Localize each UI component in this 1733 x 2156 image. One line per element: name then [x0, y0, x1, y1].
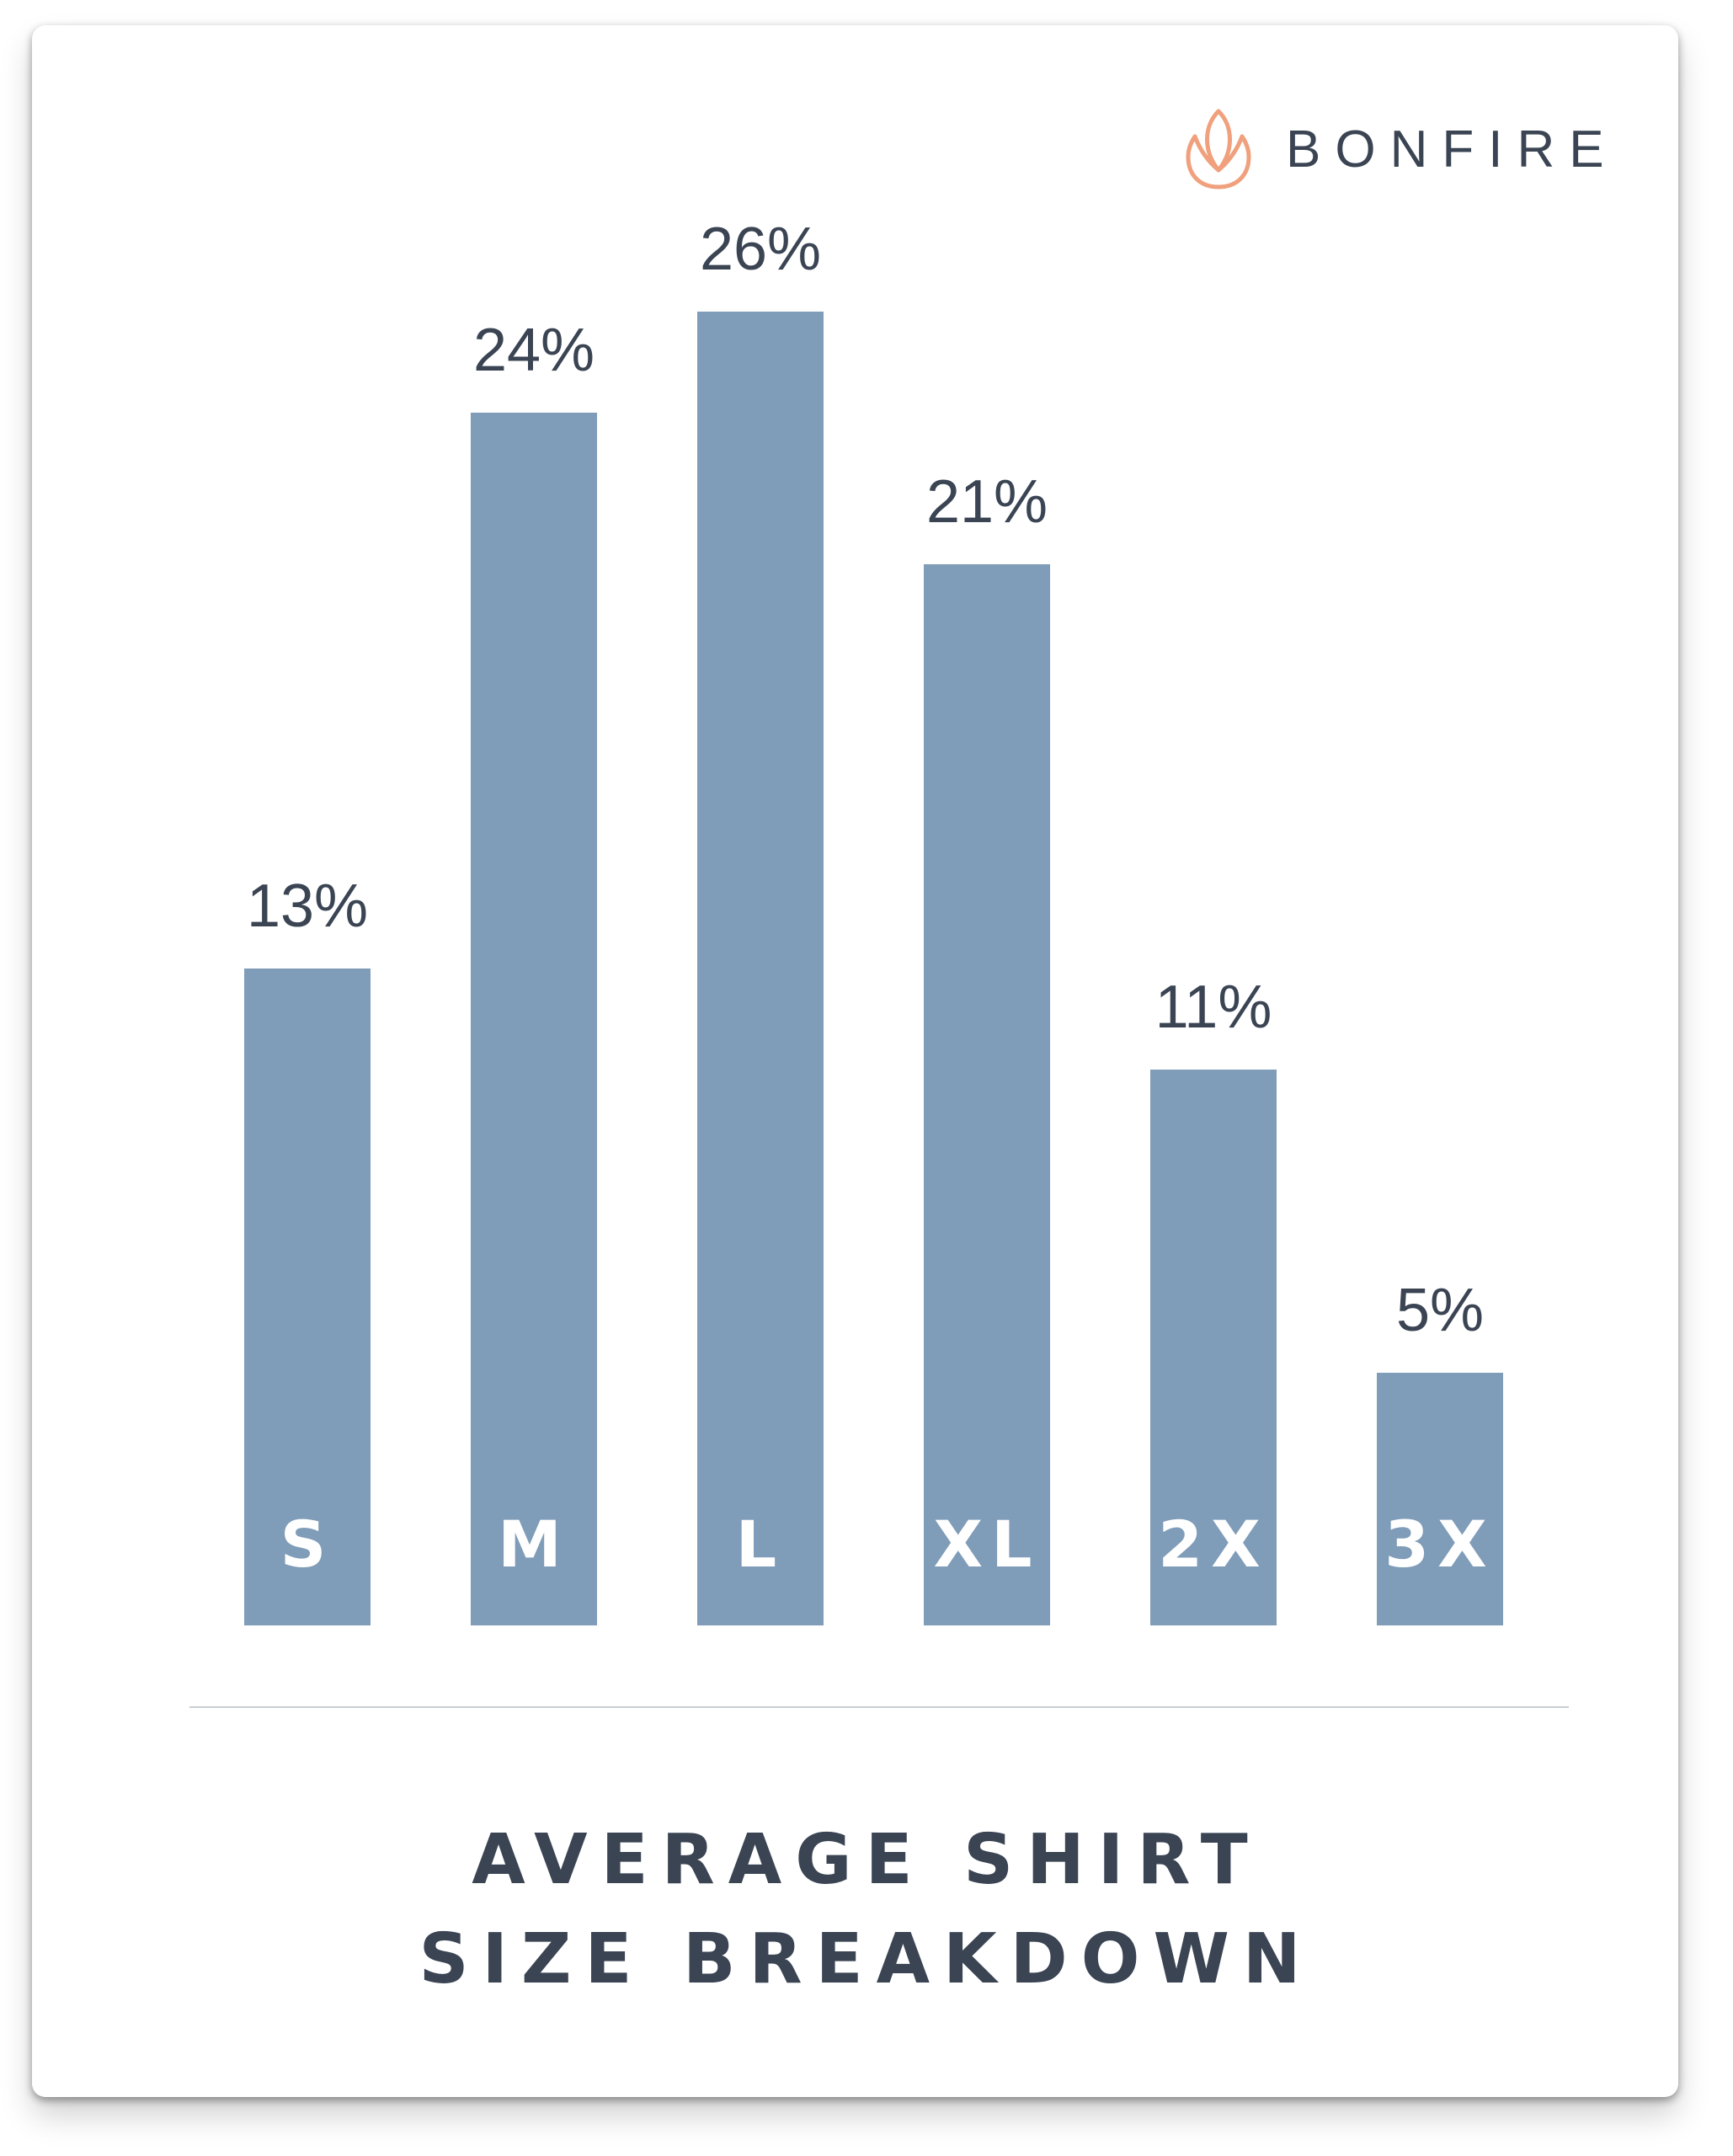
axis-divider [189, 1706, 1569, 1708]
category-label-s: S [280, 1507, 335, 1582]
chart-title-line-1: AVERAGE SHIRT [472, 1820, 1261, 1900]
bar-xl [924, 564, 1050, 1625]
chart-title-line-2: SIZE BREAKDOWN [419, 1919, 1314, 1999]
value-label-s: 13% [247, 873, 368, 940]
brand-name: BONFIRE [1286, 120, 1618, 179]
lotus-flame-icon [1186, 109, 1251, 189]
bar-m [471, 413, 597, 1625]
bar-3x [1377, 1373, 1503, 1625]
value-label-m: 24% [473, 317, 595, 384]
bar-s [244, 969, 371, 1625]
value-label-2x: 11% [1155, 974, 1272, 1041]
value-label-3x: 5% [1396, 1277, 1484, 1344]
category-label-3x: 3X [1384, 1507, 1495, 1582]
category-label-l: L [736, 1507, 785, 1582]
value-label-l: 26% [700, 216, 821, 283]
bar-2x [1150, 1070, 1277, 1625]
category-label-m: M [498, 1507, 570, 1582]
chart-title: AVERAGE SHIRT SIZE BREAKDOWN [0, 1811, 1733, 2009]
category-label-xl: XL [933, 1507, 1040, 1582]
category-label-2x: 2X [1158, 1507, 1268, 1582]
bar-l [697, 312, 824, 1625]
brand-logo: BONFIRE [1183, 108, 1618, 190]
value-label-xl: 21% [926, 468, 1048, 536]
